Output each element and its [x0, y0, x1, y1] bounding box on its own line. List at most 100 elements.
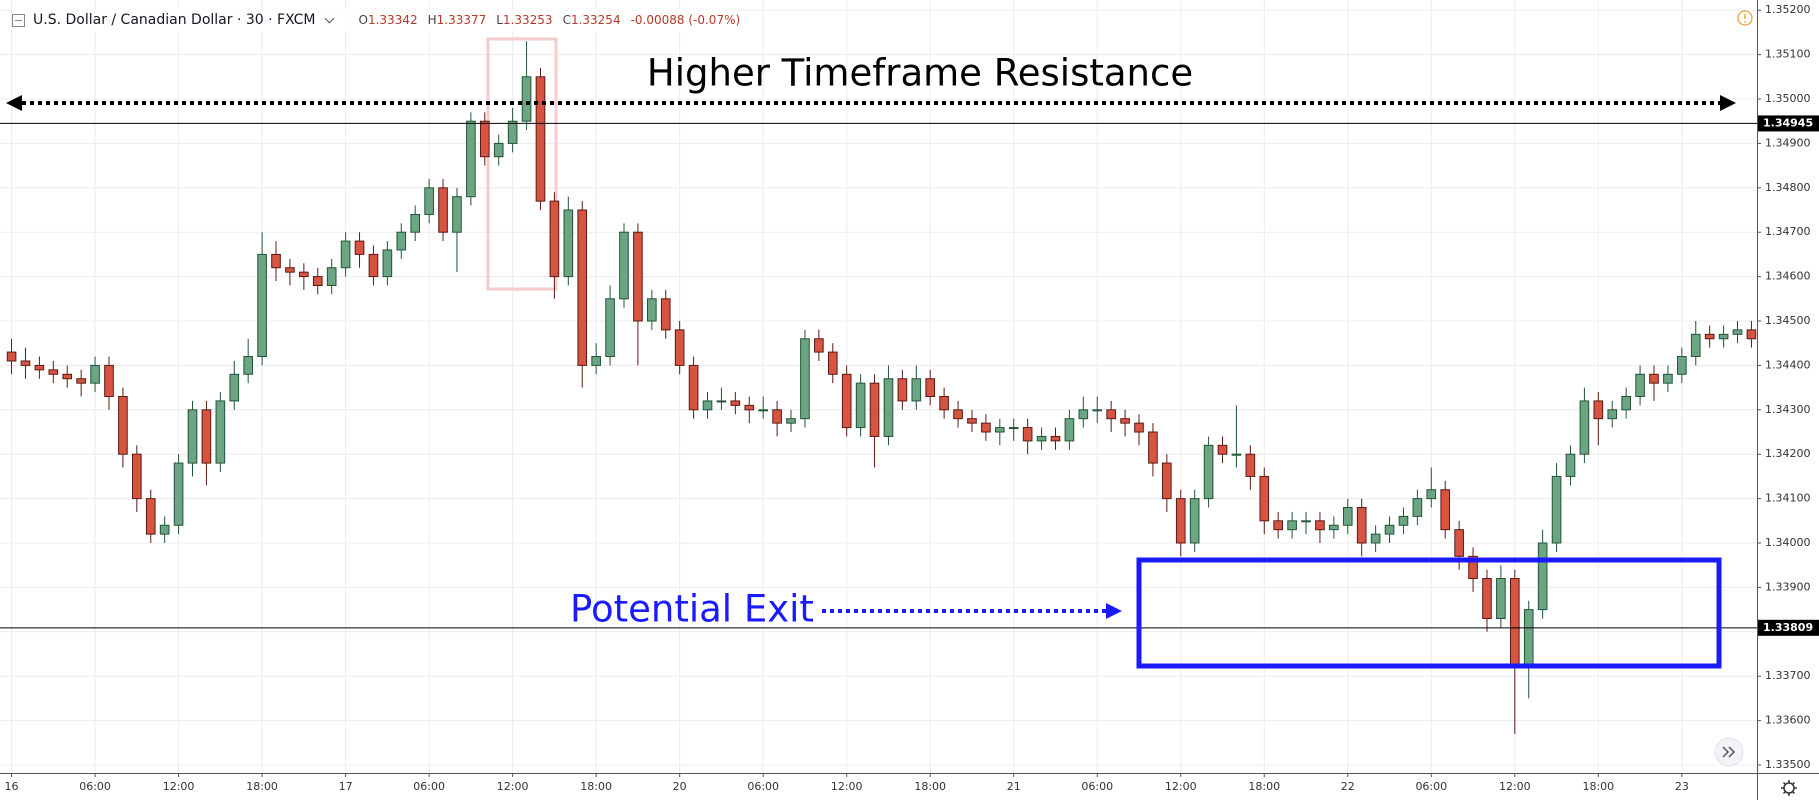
x-tick-label: 06:00: [1415, 780, 1447, 793]
candle-body: [1120, 418, 1130, 424]
candle-body: [535, 76, 546, 202]
candle-body: [159, 524, 170, 535]
candle-body: [855, 382, 866, 429]
candle-body: [1398, 515, 1409, 526]
candle-body: [257, 253, 267, 358]
candle-body: [396, 231, 407, 251]
highlight-box: [486, 37, 558, 291]
x-tick-label: 17: [339, 780, 353, 793]
candle-body: [911, 378, 922, 402]
candle-body: [1663, 373, 1673, 384]
candle-body: [173, 462, 184, 526]
ohlc-value: 1.33253: [502, 13, 553, 27]
candle-body: [1677, 356, 1687, 375]
candle-body: [187, 409, 198, 464]
candle-body: [34, 364, 45, 371]
x-tick-label: 12:00: [1499, 780, 1531, 793]
ohlc-key: H: [427, 13, 437, 27]
candle-body: [479, 120, 490, 158]
candle-body: [1203, 444, 1214, 500]
candle-body: [326, 267, 337, 286]
candle-body: [563, 209, 574, 278]
candle-body: [633, 231, 643, 322]
candle-body: [1217, 444, 1228, 455]
candle-body: [1635, 373, 1645, 397]
candle-body: [521, 76, 532, 122]
candle-body: [466, 120, 476, 198]
candle-body: [1718, 333, 1729, 340]
candle-body: [6, 351, 17, 362]
x-tick-label: 12:00: [497, 780, 529, 793]
candle-body: [312, 276, 323, 286]
y-tick-label: 1.34700: [1765, 225, 1811, 238]
candle-body: [1064, 418, 1075, 442]
candle-body: [1732, 329, 1743, 335]
ohlc-value: 1.33377: [436, 13, 487, 27]
candle-body: [1162, 462, 1172, 500]
candle-body: [452, 196, 462, 233]
candle-body: [201, 409, 212, 464]
candle-body: [243, 356, 253, 375]
ohlc-value: 1.33254: [570, 13, 621, 27]
candle-body: [145, 498, 156, 535]
annotation: Potential Exit: [570, 588, 814, 631]
candle-body: [1148, 431, 1158, 464]
candle-body: [744, 404, 755, 411]
candle-body: [354, 240, 365, 255]
candle-body: [1551, 475, 1562, 544]
candle-body: [897, 378, 908, 402]
dropdown-caret[interactable]: [324, 13, 334, 23]
ohlc-key: L: [496, 13, 503, 27]
y-tick-label: 1.34200: [1765, 447, 1811, 460]
candle-body: [1189, 498, 1200, 544]
candle-body: [883, 378, 894, 437]
change: -0.00088 (-0.07%): [630, 13, 741, 27]
candle-body: [1134, 422, 1144, 433]
candle-body: [814, 338, 824, 353]
candle-body: [925, 378, 936, 397]
y-tick-label: 1.34800: [1765, 181, 1811, 194]
candle-body: [1175, 498, 1186, 544]
collapse-button[interactable]: [12, 13, 25, 27]
candle-body: [1036, 435, 1047, 442]
candle-body: [493, 142, 504, 158]
candle-body: [1468, 555, 1478, 580]
candle-body: [730, 400, 741, 406]
candle-body: [1092, 409, 1103, 412]
ohlc-value: 1.33342: [367, 13, 418, 27]
candle-body: [1078, 409, 1089, 420]
candle-body: [118, 395, 128, 455]
candle-body: [827, 351, 838, 375]
x-tick-label: 06:00: [413, 780, 445, 793]
x-tick-label: 21: [1007, 780, 1021, 793]
ohlc-key: O: [358, 13, 368, 27]
y-tick-label: 1.34600: [1765, 270, 1811, 283]
candle-body: [953, 409, 963, 420]
x-tick-label: 18:00: [1582, 780, 1614, 793]
y-tick-label: 1.34000: [1765, 536, 1811, 549]
candle-body: [1412, 498, 1423, 517]
y-tick-label: 1.35200: [1765, 3, 1811, 16]
x-tick-label: 18:00: [1248, 780, 1280, 793]
candle-body: [1482, 578, 1492, 619]
symbol-title[interactable]: U.S. Dollar / Canadian Dollar · 30 · FXC…: [33, 12, 316, 28]
candle-body: [688, 364, 699, 411]
candle-body: [1342, 506, 1353, 526]
y-tick-label: 1.35100: [1765, 48, 1811, 61]
candle-body: [967, 418, 977, 424]
candle-body: [647, 298, 657, 322]
candle-body: [1496, 578, 1506, 619]
candle-body: [981, 422, 991, 433]
candle-body: [1022, 427, 1033, 442]
x-tick-label: 20: [673, 780, 687, 793]
candle-body: [62, 373, 73, 380]
candle-body: [368, 253, 379, 278]
x-tick-label: 23: [1675, 780, 1689, 793]
candle-body: [800, 338, 810, 420]
candle-body: [1537, 542, 1548, 611]
candle-body: [76, 378, 86, 384]
candle-body: [1593, 400, 1604, 420]
candle-body: [1426, 489, 1437, 500]
candle-body: [410, 213, 421, 233]
alert-icon-dot: [1744, 21, 1746, 23]
